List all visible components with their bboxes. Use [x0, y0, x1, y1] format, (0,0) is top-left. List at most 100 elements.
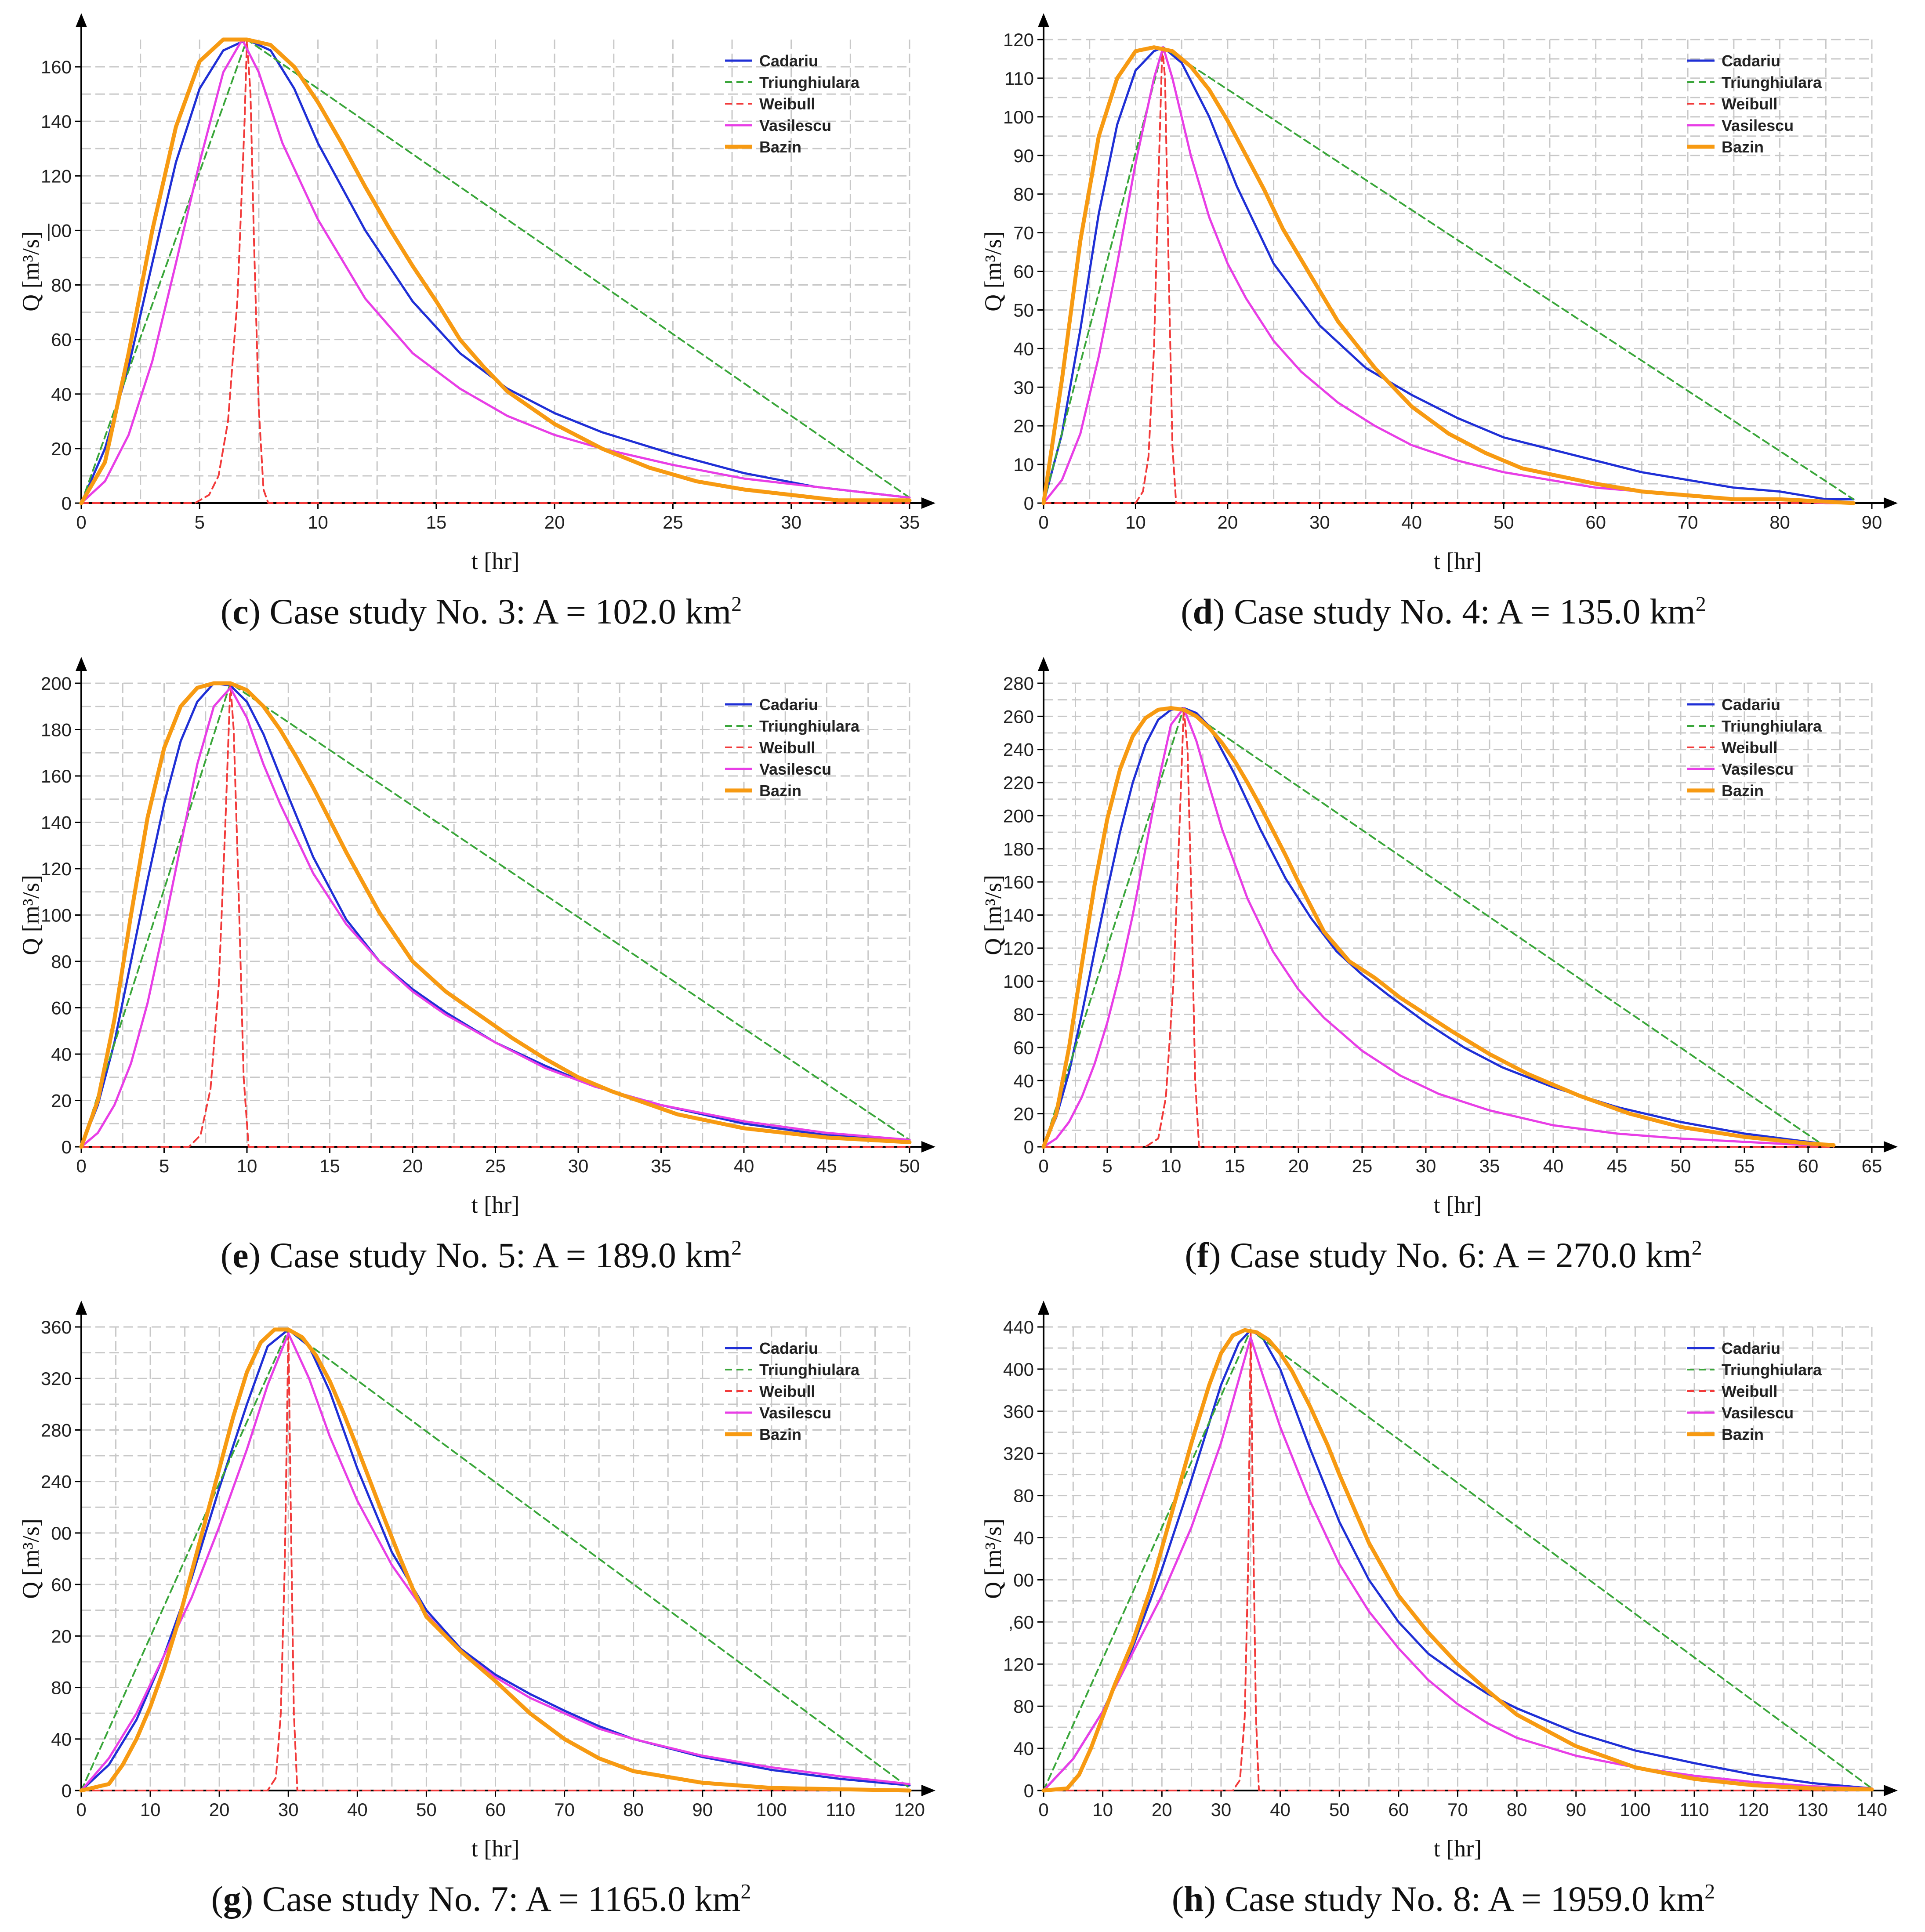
- series-group: [1041, 45, 1856, 505]
- x-tick-label: 80: [1769, 512, 1790, 533]
- caption-c: (c) Case study No. 3: A = 102.0 km2: [220, 591, 742, 631]
- x-tick-label: 30: [1309, 512, 1330, 533]
- x-tick-label: 30: [1211, 1799, 1232, 1820]
- y-axis-arrow: [76, 657, 87, 671]
- legend-label: Weibull: [759, 95, 815, 113]
- y-tick-label: 80: [51, 951, 72, 972]
- y-tick-label: 0: [62, 493, 72, 514]
- y-tick-label: 60: [1013, 261, 1034, 282]
- y-tick-label: 440: [1003, 1317, 1034, 1338]
- panel-d: 0 10 20 30 40 50 60 70 80 90 0 10 20 30 40 50 60 70 80 90 10…: [962, 0, 1925, 644]
- y-tick-label: 00: [1013, 1570, 1034, 1590]
- x-tick-label: 50: [1494, 512, 1514, 533]
- x-tick-label: 10: [1161, 1156, 1182, 1176]
- x-tick-label: 40: [734, 1156, 754, 1176]
- caption-letter: d: [1193, 591, 1213, 631]
- x-tick-label: 120: [894, 1799, 925, 1820]
- y-tick-label: 20: [1013, 416, 1034, 436]
- x-tick-label: 30: [1416, 1156, 1436, 1176]
- y-tick-label: 120: [1003, 1654, 1034, 1675]
- x-tick-label: 20: [544, 512, 565, 533]
- legend-label: Vasilescu: [1722, 1404, 1794, 1422]
- x-tick-label: 60: [1798, 1156, 1819, 1176]
- x-tick-label: 0: [1038, 1799, 1048, 1820]
- legend-label: Weibull: [1722, 739, 1777, 757]
- y-tick-label: 80: [1013, 184, 1034, 205]
- y-tick-label: 0: [1024, 1137, 1034, 1157]
- y-tick-label: 180: [1003, 839, 1034, 859]
- y-axis-label: Q [m³/s]: [18, 231, 44, 312]
- grid: [1044, 39, 1873, 503]
- y-tick-label: 360: [1003, 1401, 1034, 1422]
- x-tick-label: 0: [76, 1799, 86, 1820]
- x-tick-label: 30: [278, 1799, 299, 1820]
- y-tick-label: 180: [41, 720, 72, 740]
- panel-f: 0 5 10 15 20 25 30 35 40 45 50 55 60 65 0 20 40 60 80 100 12…: [962, 644, 1925, 1287]
- caption-text: ) Case study No. 6: A = 270.0 km: [1209, 1235, 1692, 1275]
- y-tick-label: 360: [41, 1317, 72, 1338]
- series-group: [79, 1327, 912, 1793]
- legend-label: Cadariu: [1722, 1339, 1780, 1357]
- caption-sup: 2: [1691, 1236, 1702, 1260]
- y-tick-label: 40: [51, 384, 72, 405]
- y-tick-label: 280: [41, 1420, 72, 1440]
- caption-f: (f) Case study No. 6: A = 270.0 km2: [1185, 1235, 1702, 1275]
- legend-label: Vasilescu: [759, 760, 831, 778]
- x-tick-label: 90: [692, 1799, 713, 1820]
- x-tick-label: 100: [756, 1799, 787, 1820]
- x-axis-label: t [hr]: [1434, 548, 1482, 574]
- caption-text: ) Case study No. 3: A = 102.0 km: [248, 591, 732, 631]
- y-tick-label: 140: [41, 812, 72, 833]
- x-tick-label: 5: [1102, 1156, 1112, 1176]
- x-tick-label: 130: [1797, 1799, 1828, 1820]
- grid: [81, 1326, 910, 1791]
- grid: [1044, 1326, 1873, 1791]
- x-tick-label: 25: [663, 512, 683, 533]
- x-tick-label: 0: [76, 1156, 86, 1176]
- legend-label: Bazin: [1722, 138, 1764, 156]
- chart-f: 0 5 10 15 20 25 30 35 40 45 50 55 60 65 0 20 40 60 80 100 12…: [980, 657, 1898, 1218]
- x-tick-label: 60: [1585, 512, 1606, 533]
- y-tick-label: 100: [1003, 107, 1034, 127]
- x-tick-label: 10: [140, 1799, 161, 1820]
- x-axis-arrow: [921, 1785, 935, 1796]
- y-tick-label: 140: [1003, 905, 1034, 926]
- x-tick-label: 20: [1288, 1156, 1309, 1176]
- series-line-vasilescu: [80, 1332, 911, 1792]
- x-tick-label: 35: [899, 512, 920, 533]
- y-tick-label: 120: [41, 166, 72, 186]
- x-tick-label: 20: [1218, 512, 1238, 533]
- grid: [1044, 682, 1873, 1147]
- series-line-vasilescu: [80, 687, 911, 1148]
- x-tick-label: 30: [568, 1156, 589, 1176]
- x-axis-label: t [hr]: [1434, 1192, 1482, 1218]
- x-tick-label: 70: [1678, 512, 1698, 533]
- caption-sup: 2: [1704, 1880, 1715, 1903]
- legend-label: Cadariu: [759, 1339, 818, 1357]
- legend-label: Weibull: [1722, 95, 1777, 113]
- legend-label: Weibull: [1722, 1382, 1777, 1400]
- y-axis-arrow: [1038, 657, 1049, 671]
- caption-letter: h: [1184, 1879, 1204, 1919]
- series-group: [79, 681, 912, 1149]
- y-axis-label: Q [m³/s]: [18, 875, 44, 955]
- caption-sup: 2: [731, 1236, 742, 1260]
- chart-h: 0 10 20 30 40 50 60 70 80 90 100 110 120 130 140 0 40 80 1…: [980, 1301, 1898, 1862]
- series-line-bazin: [79, 1327, 912, 1793]
- y-tick-label: 40: [1013, 1738, 1034, 1759]
- x-tick-label: 40: [1543, 1156, 1564, 1176]
- panel-e: 0 5 10 15 20 25 30 35 40 45 50 0 20 40 60 80 100 120 140 16…: [0, 644, 962, 1287]
- x-tick-label: 140: [1856, 1799, 1887, 1820]
- y-tick-label: 120: [41, 859, 72, 879]
- y-tick-label: 160: [41, 766, 72, 787]
- series-line-bazin: [1041, 1328, 1874, 1793]
- x-tick-label: 35: [1479, 1156, 1500, 1176]
- series-line-weibull: [80, 1328, 910, 1791]
- legend: Cadariu Triunghiulara Weibull Vasilescu Bazi…: [1687, 1339, 1822, 1443]
- y-tick-label: 80: [51, 275, 72, 296]
- series-line-bazin: [79, 37, 912, 505]
- y-tick-label: 0: [62, 1780, 72, 1801]
- x-tick-label: 80: [623, 1799, 644, 1820]
- series-line-bazin: [79, 681, 912, 1149]
- y-tick-label: 80: [51, 1678, 72, 1698]
